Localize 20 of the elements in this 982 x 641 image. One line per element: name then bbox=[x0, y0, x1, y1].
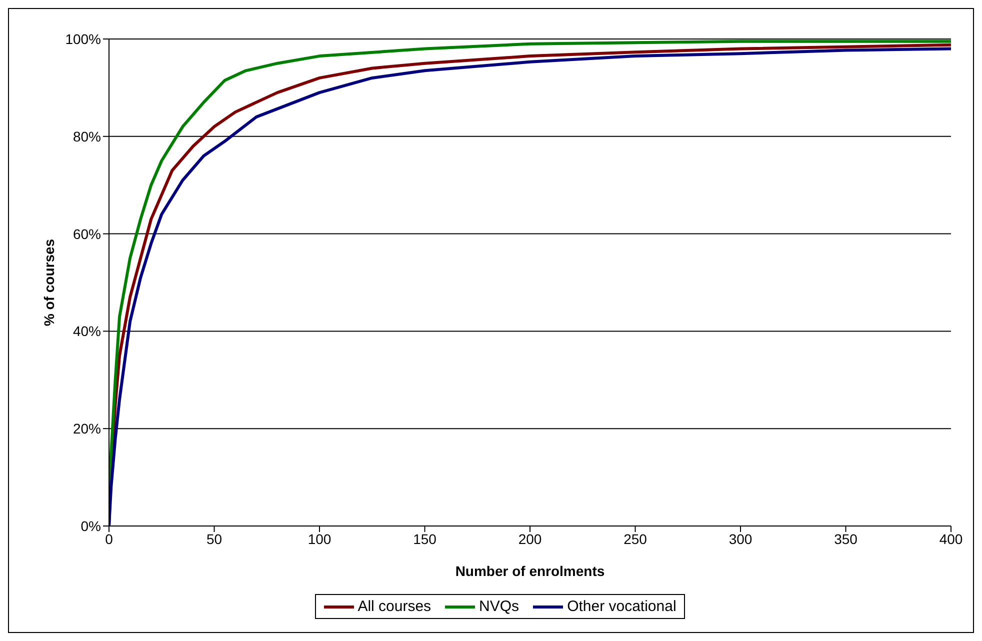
y-axis-title: % of courses bbox=[40, 238, 57, 326]
y-tick-label: 80% bbox=[72, 128, 101, 144]
y-tick-label: 0% bbox=[80, 518, 101, 534]
legend-label: NVQs bbox=[478, 598, 520, 615]
x-tick-label: 400 bbox=[939, 530, 963, 547]
legend-label: Other vocational bbox=[566, 598, 676, 615]
x-tick-label: 50 bbox=[206, 530, 222, 547]
x-tick-label: 150 bbox=[413, 530, 437, 547]
x-tick-label: 250 bbox=[624, 530, 648, 547]
legend-label: All courses bbox=[356, 598, 432, 615]
y-tick-label: 60% bbox=[72, 226, 101, 242]
y-tick-label: 20% bbox=[72, 420, 101, 437]
x-tick-label: 100 bbox=[308, 530, 332, 547]
x-tick-label: 200 bbox=[518, 530, 542, 547]
y-tick-label: 40% bbox=[72, 323, 101, 340]
x-tick-label: 300 bbox=[728, 530, 752, 547]
x-tick-label: 350 bbox=[834, 530, 858, 547]
y-tick-label: 100% bbox=[65, 30, 101, 47]
x-tick-label: 0 bbox=[105, 530, 114, 547]
x-axis-title: Number of enrolments bbox=[455, 563, 605, 579]
